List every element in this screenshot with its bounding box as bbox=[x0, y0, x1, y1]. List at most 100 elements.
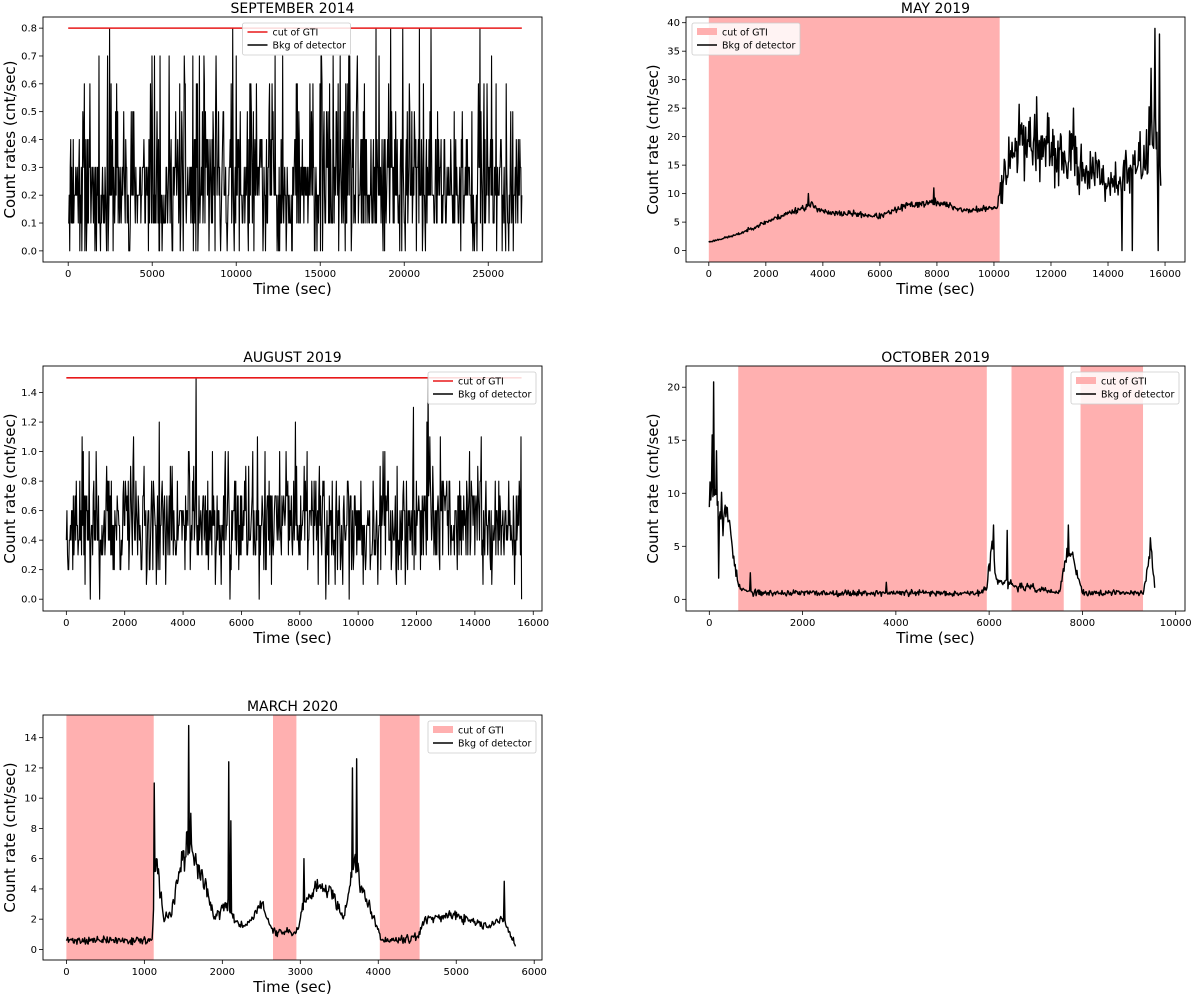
x-axis-label: Time (sec) bbox=[252, 280, 331, 298]
y-tick-label: 1.2 bbox=[21, 418, 37, 429]
legend-label-bkg: Bkg of detector bbox=[458, 390, 531, 401]
chart-sep2014: 0 5000 10000 15000 20000 25000 0.0 0.1 0.2 0.3 0.4… bbox=[1, 1, 543, 298]
gti-band bbox=[1011, 366, 1064, 611]
series-line-bkg-of-detector bbox=[68, 27, 523, 252]
legend: cut of GTI Bkg of detector bbox=[691, 22, 801, 56]
gti-band bbox=[708, 17, 1000, 262]
axes-frame bbox=[685, 16, 1186, 263]
axes-frame bbox=[42, 714, 543, 961]
legend-label-gti: cut of GTI bbox=[722, 28, 768, 39]
y-tick-label: 5 bbox=[674, 218, 680, 229]
x-tick-label: 2000 bbox=[112, 618, 137, 629]
gti-band bbox=[738, 366, 987, 611]
x-axis-label: Time (sec) bbox=[252, 978, 331, 994]
x-tick-label: 3000 bbox=[288, 967, 313, 978]
legend-label-bkg: Bkg of detector bbox=[722, 41, 795, 52]
y-tick-label: 10 bbox=[24, 794, 37, 805]
y-tick-label: 0.8 bbox=[21, 24, 37, 35]
y-tick-label: 30 bbox=[667, 75, 680, 86]
x-tick-label: 6000 bbox=[867, 269, 892, 280]
y-tick-label: 0.6 bbox=[21, 79, 37, 90]
y-tick-label: 0.4 bbox=[21, 536, 37, 547]
chart-may2019: 0 2000 4000 6000 8000 10000 12000 14000 16000 0 5 1… bbox=[644, 1, 1186, 298]
legend-label-gti: cut of GTI bbox=[458, 726, 504, 737]
x-tick-label: 1000 bbox=[132, 967, 157, 978]
y-tick-label: 0.5 bbox=[21, 107, 37, 118]
axes-frame bbox=[685, 365, 1186, 612]
y-tick-label: 15 bbox=[667, 161, 680, 172]
x-tick-label: 10000 bbox=[220, 269, 252, 280]
gti-band bbox=[1080, 366, 1144, 611]
legend-box bbox=[1070, 371, 1180, 405]
legend-label-gti: cut of GTI bbox=[273, 28, 319, 39]
x-tick-label: 4000 bbox=[366, 967, 391, 978]
legend: cut of GTI Bkg of detector bbox=[427, 720, 537, 754]
x-axis-label: Time (sec) bbox=[895, 280, 974, 298]
x-tick-label: 16000 bbox=[1149, 269, 1181, 280]
legend-box bbox=[242, 22, 351, 56]
chart-mar2020: 0 1000 2000 3000 4000 5000 6000 0 2 4 6 8 10 12 14 MARC… bbox=[1, 699, 547, 994]
x-tick-label: 0 bbox=[706, 269, 712, 280]
legend-label-gti: cut of GTI bbox=[1101, 377, 1147, 388]
x-tick-label: 6000 bbox=[521, 967, 546, 978]
legend-label-bkg: Bkg of detector bbox=[273, 41, 346, 52]
x-tick-label: 2000 bbox=[753, 269, 778, 280]
x-tick-label: 16000 bbox=[517, 618, 549, 629]
y-tick-label: 0.4 bbox=[21, 135, 37, 146]
x-tick-label: 10000 bbox=[1160, 618, 1192, 629]
legend-label-bkg: Bkg of detector bbox=[458, 739, 531, 750]
y-tick-label: 4 bbox=[31, 884, 37, 895]
y-tick-label: 0 bbox=[31, 945, 37, 956]
y-tick-label: 15 bbox=[667, 436, 680, 447]
legend-box bbox=[691, 22, 801, 56]
gti-band bbox=[379, 715, 420, 960]
x-tick-label: 0 bbox=[706, 618, 712, 629]
x-tick-label: 0 bbox=[63, 967, 69, 978]
y-axis-label: Count rate (cnt/sec) bbox=[644, 64, 662, 214]
x-tick-label: 10000 bbox=[342, 618, 374, 629]
series-line-bkg-of-detector bbox=[65, 377, 523, 600]
legend: cut of GTI Bkg of detector bbox=[1070, 371, 1180, 405]
y-tick-label: 1.4 bbox=[21, 388, 37, 399]
y-axis-label: Count rate (cnt/sec) bbox=[644, 413, 662, 563]
x-tick-label: 20000 bbox=[388, 269, 420, 280]
chart-title: OCTOBER 2019 bbox=[881, 350, 990, 366]
x-tick-label: 5000 bbox=[444, 967, 469, 978]
x-tick-label: 5000 bbox=[139, 269, 164, 280]
chart-title: SEPTEMBER 2014 bbox=[231, 1, 355, 17]
y-tick-label: 0.2 bbox=[21, 191, 37, 202]
legend-box bbox=[427, 720, 537, 754]
y-tick-label: 35 bbox=[667, 47, 680, 58]
y-axis-label: Count rates (cnt/sec) bbox=[1, 60, 19, 218]
x-tick-label: 10000 bbox=[978, 269, 1010, 280]
y-tick-label: 0.3 bbox=[21, 163, 37, 174]
x-tick-label: 4000 bbox=[883, 618, 908, 629]
x-tick-label: 2000 bbox=[210, 967, 235, 978]
legend-swatch-gti bbox=[697, 28, 717, 35]
y-tick-label: 0.8 bbox=[21, 477, 37, 488]
gti-band bbox=[66, 715, 154, 960]
x-tick-label: 2000 bbox=[790, 618, 815, 629]
y-tick-label: 12 bbox=[24, 763, 37, 774]
chart-title: MARCH 2020 bbox=[247, 699, 338, 715]
y-tick-label: 40 bbox=[667, 18, 680, 29]
y-tick-label: 0.0 bbox=[21, 595, 37, 606]
x-tick-label: 6000 bbox=[229, 618, 254, 629]
y-tick-label: 20 bbox=[667, 383, 680, 394]
chart-title: MAY 2019 bbox=[901, 1, 970, 17]
x-tick-label: 8000 bbox=[924, 269, 949, 280]
y-tick-label: 10 bbox=[667, 189, 680, 200]
y-tick-label: 0.6 bbox=[21, 506, 37, 517]
legend: cut of GTI Bkg of detector bbox=[427, 371, 537, 405]
x-tick-label: 8000 bbox=[1070, 618, 1095, 629]
y-tick-label: 2 bbox=[31, 915, 37, 926]
y-tick-label: 8 bbox=[31, 824, 37, 835]
x-tick-label: 14000 bbox=[1092, 269, 1124, 280]
y-axis-label: Count rate (cnt/sec) bbox=[1, 762, 19, 912]
legend-box bbox=[427, 371, 537, 405]
legend-swatch-gti bbox=[1076, 377, 1096, 384]
x-tick-label: 4000 bbox=[810, 269, 835, 280]
y-tick-label: 20 bbox=[667, 132, 680, 143]
x-tick-label: 0 bbox=[65, 269, 71, 280]
